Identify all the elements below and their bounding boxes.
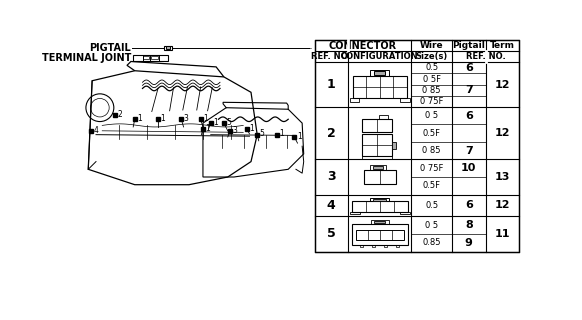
Text: 7: 7 [465, 85, 473, 95]
Text: 0.5F: 0.5F [423, 181, 441, 190]
Bar [374, 221, 385, 223]
Text: 9: 9 [465, 238, 473, 248]
Bar [350, 98, 359, 102]
Text: 1: 1 [137, 114, 142, 123]
Text: REF. NO.: REF. NO. [311, 52, 351, 61]
Text: 3: 3 [327, 171, 336, 183]
Text: 0 5: 0 5 [425, 111, 438, 120]
Text: 0 75F: 0 75F [420, 97, 443, 106]
Text: 0.5: 0.5 [425, 201, 438, 210]
Text: TERMINAL JOINT: TERMINAL JOINT [41, 53, 131, 63]
Bar [314, 40, 519, 252]
Text: 0 85: 0 85 [423, 86, 441, 95]
Text: Wire: Wire [420, 41, 443, 50]
Text: 7: 7 [465, 146, 473, 156]
Text: 1: 1 [205, 124, 210, 133]
Bar [151, 56, 158, 59]
Bar [164, 46, 172, 50]
Text: 1: 1 [203, 114, 208, 123]
Bar [373, 166, 383, 169]
Bar [364, 170, 396, 184]
Bar [362, 156, 392, 159]
Text: 5: 5 [327, 228, 336, 241]
Bar [373, 199, 386, 201]
Bar [166, 46, 169, 49]
Text: CONNECTOR: CONNECTOR [329, 41, 397, 51]
Text: PIGTAIL: PIGTAIL [89, 43, 131, 52]
Text: 0 75F: 0 75F [420, 164, 443, 173]
Text: 8: 8 [465, 220, 473, 230]
Text: 6: 6 [465, 201, 473, 211]
Text: 12: 12 [495, 201, 510, 211]
Text: 1: 1 [213, 118, 218, 127]
Text: 1: 1 [279, 129, 283, 138]
Text: 1: 1 [160, 114, 165, 123]
Text: 10: 10 [461, 163, 477, 173]
Text: 0.85: 0.85 [423, 238, 441, 247]
Text: 6: 6 [465, 63, 473, 73]
Bar [372, 244, 375, 247]
Bar [352, 201, 407, 212]
Bar [352, 224, 407, 244]
Text: 12: 12 [495, 80, 510, 90]
Text: 0 5: 0 5 [425, 220, 438, 230]
Text: 1: 1 [297, 132, 301, 141]
Text: 4: 4 [94, 125, 98, 134]
Bar [133, 55, 168, 61]
Text: 2: 2 [118, 110, 122, 119]
Text: 0 85: 0 85 [423, 146, 441, 155]
Bar [353, 76, 407, 98]
Bar [362, 119, 392, 132]
Text: Pigtail: Pigtail [452, 41, 485, 50]
Text: Term: Term [490, 41, 515, 50]
Bar [362, 134, 392, 156]
Text: 2: 2 [327, 127, 336, 140]
Bar [370, 70, 389, 76]
Bar [374, 71, 385, 75]
Bar [396, 244, 399, 247]
Bar [379, 115, 388, 119]
Text: 5: 5 [226, 118, 231, 127]
Bar [370, 198, 389, 201]
Text: 6: 6 [465, 111, 473, 121]
Text: 13: 13 [495, 172, 510, 182]
Text: 5: 5 [260, 129, 264, 138]
Text: 11: 11 [495, 229, 510, 239]
Bar [370, 165, 386, 170]
Bar [360, 244, 363, 247]
Text: REF. NO.: REF. NO. [466, 52, 505, 61]
Text: 1: 1 [250, 124, 254, 133]
Bar [371, 220, 389, 224]
Text: 0.5: 0.5 [425, 63, 438, 72]
Text: 3: 3 [183, 114, 189, 123]
Bar [356, 230, 404, 241]
Text: 4: 4 [327, 199, 336, 212]
Bar [350, 212, 360, 214]
Text: 0 5F: 0 5F [423, 75, 441, 84]
Text: CONFIGURATION: CONFIGURATION [341, 52, 418, 61]
Bar [400, 98, 410, 102]
Text: Size(s): Size(s) [416, 52, 448, 61]
Bar [143, 56, 150, 59]
Bar [399, 212, 410, 214]
Text: 0.5F: 0.5F [423, 129, 441, 138]
Text: 3: 3 [232, 125, 237, 134]
Text: 12: 12 [495, 128, 510, 138]
Text: 1: 1 [327, 78, 336, 91]
Bar [392, 142, 396, 149]
Bar [385, 244, 387, 247]
